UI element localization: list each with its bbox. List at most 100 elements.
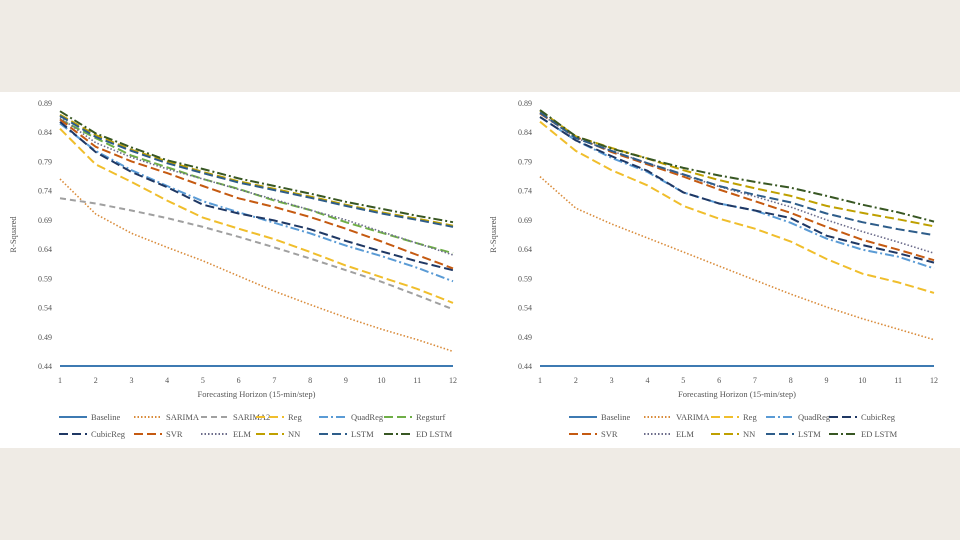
x-tick-label: 12 [930, 376, 938, 385]
legend-label: SVR [166, 429, 183, 439]
x-tick-label: 1 [58, 376, 62, 385]
x-tick-label: 9 [344, 376, 348, 385]
legend-item: Baseline [59, 412, 120, 422]
legend-item: SARIMA2 [201, 412, 270, 422]
x-tick-label: 9 [825, 376, 829, 385]
x-tick-label: 4 [165, 376, 169, 385]
series-line-cubicreg [59, 120, 454, 272]
legend-label: QuadReg [351, 412, 384, 422]
y-tick-label: 0.84 [38, 128, 52, 137]
legend-label: ED LSTM [861, 429, 898, 439]
legend-label: ED LSTM [416, 429, 453, 439]
x-tick-label: 2 [574, 376, 578, 385]
y-tick-label: 0.84 [518, 128, 532, 137]
y-axis-label: R-Squared [488, 216, 498, 253]
legend-label: Reg [743, 412, 757, 422]
series-line-reg [59, 127, 454, 304]
x-tick-label: 11 [894, 376, 902, 385]
y-tick-label: 0.44 [38, 362, 52, 371]
x-tick-label: 3 [129, 376, 133, 385]
x-tick-label: 1 [538, 376, 542, 385]
legend-item: SARIMA [134, 412, 200, 422]
legend-item: SVR [569, 429, 618, 439]
legend-label: NN [288, 429, 300, 439]
x-tick-label: 10 [378, 376, 386, 385]
x-tick-label: 2 [94, 376, 98, 385]
x-tick-label: 7 [753, 376, 757, 385]
x-tick-label: 6 [237, 376, 241, 385]
series-line-regsturf [59, 118, 454, 255]
y-tick-label: 0.69 [518, 216, 532, 225]
series-line-ed-lstm [539, 109, 935, 223]
legend-label: Regsturf [416, 412, 445, 422]
series-line-nn [59, 113, 454, 227]
series-line-svr [59, 118, 454, 270]
legend-item: NN [256, 429, 300, 439]
legend-item: LSTM [319, 429, 374, 439]
series-line-svr [539, 112, 935, 262]
legend-label: LSTM [798, 429, 821, 439]
y-tick-label: 0.49 [518, 333, 532, 342]
x-tick-label: 5 [201, 376, 205, 385]
legend-label: QuadReg [798, 412, 831, 422]
series-line-reg [539, 120, 935, 294]
y-tick-label: 0.89 [518, 99, 532, 108]
series-line-lstm [539, 111, 935, 237]
series-line-sarima [59, 178, 454, 353]
legend-label: SARIMA [166, 412, 200, 422]
chart-left: 0.44 0.49 0.54 0.59 0.64 0.69 0.74 0.79 0.84 0.89… [8, 99, 457, 439]
legend-label: Baseline [91, 412, 120, 422]
y-tick-label: 0.54 [38, 304, 52, 313]
legend-item: Regsturf [384, 412, 445, 422]
y-tick-label: 0.49 [38, 333, 52, 342]
y-axis-label: R-Squared [8, 216, 18, 253]
legend-item: CubicReg [829, 412, 896, 422]
x-tick-label: 8 [789, 376, 793, 385]
legend-item: ELM [201, 429, 251, 439]
series-line-ed-lstm [59, 110, 454, 224]
y-tick-label: 0.89 [38, 99, 52, 108]
legend-item: CubicReg [59, 429, 126, 439]
y-tick-label: 0.64 [518, 245, 532, 254]
y-tick-label: 0.69 [38, 216, 52, 225]
y-tick-label: 0.74 [38, 187, 52, 196]
legend-item: QuadReg [766, 412, 831, 422]
legend-label: SVR [601, 429, 618, 439]
x-axis-label: Forecasting Horizon (15-min/step) [678, 389, 796, 399]
y-tick-label: 0.44 [518, 362, 532, 371]
series-line-quadreg [539, 116, 935, 270]
legend-label: LSTM [351, 429, 374, 439]
x-tick-label: 4 [645, 376, 649, 385]
y-tick-label: 0.64 [38, 245, 52, 254]
legend-item: Baseline [569, 412, 630, 422]
legend-item: ED LSTM [384, 429, 453, 439]
legend-item: ED LSTM [829, 429, 898, 439]
legend-label: CubicReg [861, 412, 896, 422]
legend-label: SARIMA2 [233, 412, 270, 422]
x-tick-label: 10 [858, 376, 866, 385]
series-line-sarima2 [59, 197, 454, 311]
x-tick-label: 12 [449, 376, 457, 385]
x-tick-label: 7 [272, 376, 276, 385]
series-line-cubicreg [539, 116, 935, 264]
x-tick-label: 5 [681, 376, 685, 385]
legend-item: ELM [644, 429, 694, 439]
x-tick-label: 6 [717, 376, 721, 385]
y-tick-label: 0.74 [518, 187, 532, 196]
y-tick-label: 0.59 [38, 274, 52, 283]
x-tick-label: 11 [413, 376, 421, 385]
legend-item: NN [711, 429, 755, 439]
series-line-nn [539, 109, 935, 228]
y-tick-label: 0.59 [518, 274, 532, 283]
series-line-elm [539, 112, 935, 254]
series-line-lstm [59, 115, 454, 228]
legend-item: Reg [711, 412, 757, 422]
legend-label: CubicReg [91, 429, 126, 439]
x-tick-label: 8 [308, 376, 312, 385]
legend-label: Reg [288, 412, 302, 422]
legend-item: LSTM [766, 429, 821, 439]
legend-item: QuadReg [319, 412, 384, 422]
y-tick-label: 0.79 [518, 157, 532, 166]
legend-label: Baseline [601, 412, 630, 422]
